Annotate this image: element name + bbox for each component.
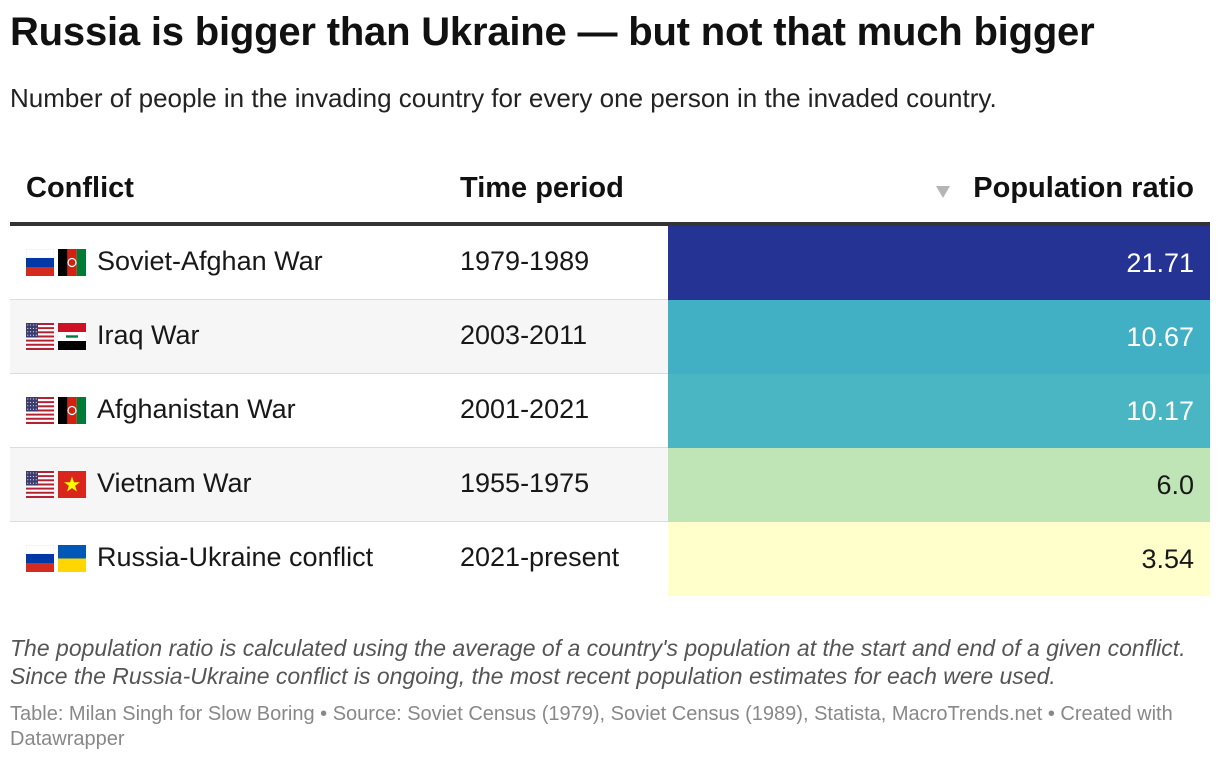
conflict-cell: Iraq War	[97, 320, 200, 350]
sort-descending-icon[interactable]	[936, 186, 950, 198]
usa-flag-icon	[26, 397, 54, 424]
population-ratio-cell: 10.67	[668, 300, 1210, 374]
population-ratio-cell: 3.54	[668, 522, 1210, 596]
population-ratio-cell: 10.17	[668, 374, 1210, 448]
table-notes: The population ratio is calculated using…	[10, 635, 1186, 689]
vietnam-flag-icon	[58, 471, 86, 498]
population-ratio-cell: 21.71	[668, 226, 1210, 300]
column-header-population-ratio[interactable]: Population ratio	[973, 172, 1194, 204]
time-period-cell: 2001-2021	[460, 394, 590, 424]
table-row: Iraq War 2003-2011 10.67	[10, 300, 1210, 374]
time-period-cell: 1979-1989	[460, 246, 590, 276]
flag-pair	[26, 471, 86, 498]
chart-subtitle: Number of people in the invading country…	[10, 83, 997, 113]
conflict-cell: Soviet-Afghan War	[97, 246, 323, 276]
population-ratio-cell: 6.0	[668, 448, 1210, 522]
flag-pair	[26, 397, 86, 424]
afghanistan-flag-icon	[58, 397, 86, 424]
table-row: Soviet-Afghan War 1979-1989 21.71	[10, 226, 1210, 300]
russia-flag-icon	[26, 249, 54, 276]
iraq-flag-icon	[58, 323, 86, 350]
table-row: Russia-Ukraine conflict 2021-present 3.54	[10, 522, 1210, 596]
table-body: Soviet-Afghan War 1979-1989 21.71 Iraq War 2…	[10, 226, 1210, 596]
flag-pair	[26, 323, 86, 350]
ukraine-flag-icon	[58, 545, 86, 572]
conflict-cell: Russia-Ukraine conflict	[97, 542, 374, 572]
table-header: Conflict Time period Population ratio	[10, 152, 1210, 226]
conflict-cell: Afghanistan War	[97, 394, 296, 424]
usa-flag-icon	[26, 471, 54, 498]
flag-pair	[26, 545, 86, 572]
table-row: Vietnam War 1955-1975 6.0	[10, 448, 1210, 522]
time-period-cell: 2003-2011	[460, 320, 588, 350]
column-header-conflict[interactable]: Conflict	[26, 172, 134, 204]
data-table: Conflict Time period Population ratio So…	[10, 152, 1210, 596]
table-source: Table: Milan Singh for Slow Boring • Sou…	[10, 703, 1173, 750]
time-period-cell: 2021-present	[460, 542, 620, 572]
column-header-time-period[interactable]: Time period	[460, 172, 624, 204]
afghanistan-flag-icon	[58, 249, 86, 276]
usa-flag-icon	[26, 323, 54, 350]
time-period-cell: 1955-1975	[460, 468, 590, 498]
conflict-cell: Vietnam War	[97, 468, 252, 498]
flag-pair	[26, 249, 86, 276]
table-row: Afghanistan War 2001-2021 10.17	[10, 374, 1210, 448]
russia-flag-icon	[26, 545, 54, 572]
chart-title: Russia is bigger than Ukraine — but not …	[10, 10, 1095, 54]
